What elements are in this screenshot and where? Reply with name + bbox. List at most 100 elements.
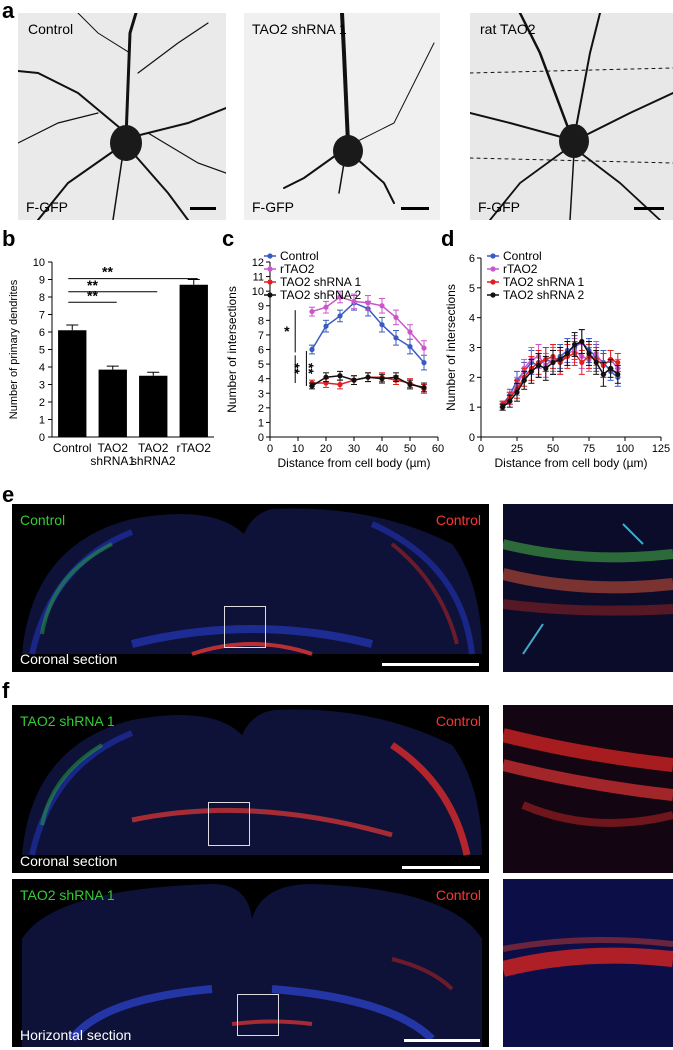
y-tick-label: 9 (258, 301, 264, 313)
x-tick-label: 30 (348, 443, 360, 455)
x-tick-label: 75 (583, 443, 595, 455)
coronal-section-control: Control Control Coronal section (12, 504, 489, 672)
x-tick-label: 50 (547, 443, 559, 455)
y-tick-label: 0 (469, 432, 475, 444)
y-tick-label: 10 (252, 286, 264, 298)
category-label: shRNA2 (131, 454, 176, 468)
chart-sholl-d: 0 1 2 3 4 5 6 0 25 50 75 100 125 Distance from cell b… (444, 249, 670, 470)
data-point (379, 376, 385, 382)
micrograph-rat-tao2: rat TAO2 F-GFP (470, 13, 673, 220)
data-point (337, 313, 343, 319)
data-point (309, 308, 315, 315)
significance-label: ** (301, 363, 317, 374)
marker-label: F-GFP (478, 199, 520, 215)
micrograph-tao2-shrna1: TAO2 shRNA 1 F-GFP (244, 13, 440, 220)
data-point (536, 362, 542, 368)
legend-label: rTAO2 (280, 262, 315, 276)
significance-label: ** (87, 287, 98, 303)
legend-marker (490, 292, 496, 298)
legend-marker (267, 292, 273, 298)
y-tick-label: 7 (39, 310, 45, 322)
marker-label: F-GFP (26, 199, 68, 215)
legend-marker (267, 266, 273, 272)
category-label: shRNA1 (90, 454, 135, 468)
panel-letter-d: d (441, 226, 455, 251)
scale-bar (634, 207, 664, 210)
data-point (407, 343, 413, 350)
data-point (407, 329, 413, 335)
legend-marker (267, 253, 273, 259)
legend-marker (267, 279, 273, 285)
y-tick-label: 10 (33, 257, 45, 269)
y-tick-label: 11 (253, 272, 264, 284)
category-label: TAO2 (98, 441, 129, 455)
y-tick-label: 4 (469, 313, 475, 325)
marker-label: F-GFP (252, 199, 294, 215)
data-point (514, 389, 520, 395)
y-axis-label: Number of primary dendrites (8, 279, 20, 419)
image-title: TAO2 shRNA 1 (252, 21, 347, 37)
neuron-image-control (18, 13, 226, 220)
data-point (407, 381, 413, 388)
x-tick-label: 100 (616, 443, 634, 455)
data-point (528, 368, 534, 374)
x-tick-label: 0 (478, 443, 484, 455)
right-hemisphere-label: Control (435, 887, 481, 903)
significance-label: ** (287, 363, 303, 374)
data-point (572, 341, 578, 348)
y-tick-label: 2 (39, 397, 45, 409)
y-tick-label: 0 (258, 432, 264, 444)
y-tick-label: 5 (469, 283, 475, 295)
data-point (393, 335, 399, 341)
data-point (393, 314, 399, 321)
data-point (500, 404, 506, 410)
significance-label: ** (87, 277, 98, 293)
y-tick-label: 6 (258, 345, 264, 357)
panel-letter-f: f (2, 678, 10, 703)
data-point (550, 359, 556, 366)
image-title: Control (28, 21, 74, 37)
inset-zoom-control (503, 504, 673, 672)
scale-bar (401, 207, 429, 210)
data-point (421, 360, 427, 366)
data-point (309, 346, 315, 353)
scale-bar (404, 1039, 480, 1042)
category-label: TAO2 (138, 441, 169, 455)
data-point (600, 371, 606, 377)
data-point (608, 365, 614, 371)
data-point (615, 359, 621, 366)
y-tick-label: 2 (258, 403, 264, 415)
y-tick-label: 2 (469, 372, 475, 384)
y-tick-label: 4 (258, 374, 264, 386)
data-point (593, 359, 599, 366)
data-point (365, 374, 371, 380)
brain-section-image (12, 504, 489, 672)
data-point (557, 356, 563, 363)
legend-marker (490, 253, 496, 259)
y-tick-label: 8 (258, 315, 264, 327)
y-tick-label: 0 (39, 432, 45, 444)
section-type-label: Horizontal section (20, 1027, 132, 1043)
data-point (393, 374, 399, 380)
data-point (421, 384, 427, 391)
y-tick-label: 3 (469, 343, 475, 355)
y-tick-label: 6 (39, 327, 45, 339)
micrograph-control: Control F-GFP (18, 13, 226, 220)
y-tick-label: 5 (39, 345, 45, 357)
y-tick-label: 4 (39, 362, 45, 374)
neuron-image-rat-tao2 (470, 13, 673, 220)
data-point (337, 381, 343, 388)
inset-zoom-shrna-horizontal (503, 879, 673, 1047)
category-label: Control (53, 441, 92, 455)
right-hemisphere-label: Control (435, 512, 481, 528)
inset-zoom-shrna-coronal (503, 705, 673, 873)
data-point (579, 359, 585, 366)
bar (179, 284, 208, 437)
left-hemisphere-label: TAO2 shRNA 1 (20, 713, 115, 729)
inset-box (237, 994, 279, 1036)
data-point (579, 338, 585, 345)
brain-section-image (12, 705, 489, 873)
bar (98, 369, 127, 437)
x-tick-label: 125 (652, 443, 670, 455)
legend-label: Control (280, 249, 319, 263)
